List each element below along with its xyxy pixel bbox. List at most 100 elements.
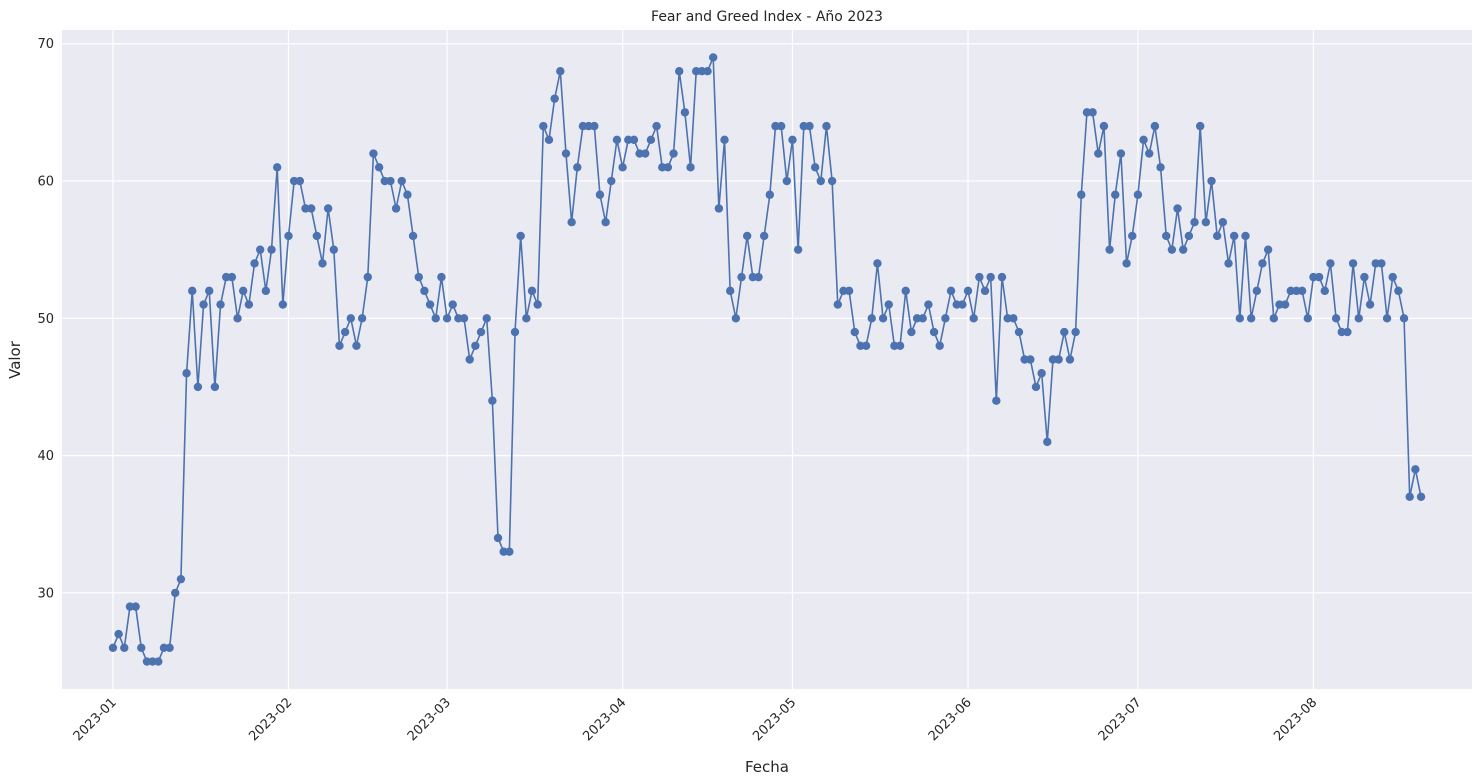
data-point [527,286,537,296]
data-point [992,396,1001,405]
data-point [1343,327,1352,337]
data-point [680,108,690,117]
x-tick-label: 2023-08 [1271,695,1320,744]
data-point [669,149,678,158]
data-point [386,176,395,186]
data-point [278,300,288,309]
data-point [612,135,622,145]
data-point [759,231,769,241]
data-point [522,314,531,323]
data-point [816,176,825,186]
data-point [782,176,792,186]
data-point [482,314,491,323]
data-series [108,53,1426,666]
data-point [199,300,208,309]
data-point [1416,492,1426,501]
data-point [397,176,406,186]
data-point [1326,259,1335,268]
data-point [363,272,372,282]
data-point [1258,259,1267,268]
data-point [1229,231,1239,241]
y-tick-label: 60 [37,175,54,190]
data-point [1246,314,1256,323]
data-point [250,259,259,268]
data-point [867,314,876,323]
data-point [884,300,893,309]
data-point [1128,231,1137,241]
data-point [318,259,327,268]
data-point [414,272,423,282]
data-point [539,121,548,131]
data-point [369,149,378,158]
data-point [459,314,469,323]
data-point [1111,190,1120,199]
data-point [595,190,605,199]
data-point [352,341,361,350]
data-point [244,300,254,309]
data-point [182,369,191,378]
data-point [1133,190,1143,199]
data-point [844,286,854,296]
data-point [516,231,525,241]
grid [62,30,1472,689]
data-point [1009,314,1018,323]
data-point [754,272,763,282]
data-point [742,231,752,241]
data-point [1269,314,1279,323]
data-point [1365,300,1375,309]
data-point [193,382,203,392]
data-point [1094,149,1103,158]
data-point [946,286,956,296]
x-tick-label: 2023-01 [71,695,120,744]
data-point [154,657,163,666]
data-point [1156,163,1165,172]
data-point [1105,245,1114,254]
data-point [267,245,276,254]
data-point [425,300,435,309]
data-point [408,231,418,241]
y-tick-label: 70 [37,37,54,52]
data-point [1360,272,1369,282]
data-point [210,382,220,392]
data-point [1031,382,1041,392]
data-point [686,163,695,172]
data-point [306,204,316,213]
data-point [227,272,237,282]
data-point [272,163,282,172]
data-point [850,327,859,337]
data-point [448,300,457,309]
data-point [1377,259,1386,268]
data-point [1054,355,1063,364]
data-point [776,121,786,131]
data-point [1060,327,1069,337]
data-point [827,176,837,186]
data-point [1411,465,1420,474]
data-point [431,314,440,323]
data-point [1184,231,1194,241]
data-point [323,204,333,213]
data-point [918,314,927,323]
data-point [1014,327,1024,337]
data-point [1224,259,1233,268]
data-point [590,121,599,131]
data-point [873,259,882,268]
data-point [188,286,197,296]
data-point [703,66,712,76]
data-point [1145,149,1154,158]
data-point [420,286,429,296]
data-point [1394,286,1403,296]
data-point [810,163,820,172]
data-point [1162,231,1171,241]
data-point [1099,121,1109,131]
data-point [997,272,1007,282]
data-point [1088,108,1097,117]
plot-area [62,30,1472,689]
data-point [176,574,186,584]
data-point [1026,355,1035,364]
data-point [901,286,910,296]
data-point [969,314,978,323]
data-point [1314,272,1324,282]
data-point [963,286,973,296]
data-point [895,341,905,350]
